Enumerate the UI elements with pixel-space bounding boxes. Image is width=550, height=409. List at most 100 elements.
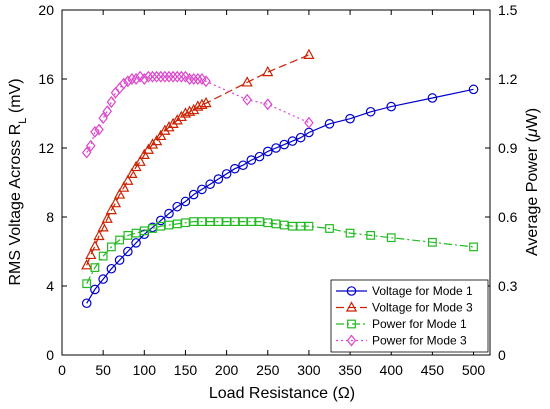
series-point bbox=[156, 70, 166, 83]
series-point bbox=[159, 124, 171, 135]
right-y-axis-title-base: Average Power ( bbox=[524, 136, 541, 256]
series-point bbox=[123, 231, 133, 240]
legend-entry: Power for Mode 3 bbox=[336, 334, 467, 348]
series-point bbox=[262, 146, 273, 157]
series-2 bbox=[81, 48, 315, 270]
series-point bbox=[427, 93, 438, 103]
series-point bbox=[156, 221, 166, 231]
series-point bbox=[238, 217, 248, 227]
series-point bbox=[90, 125, 100, 138]
series-point bbox=[189, 217, 199, 227]
right-y-axis-title-unit: W) bbox=[524, 108, 541, 128]
axis-labels: Load Resistance (Ω) RMS Voltage Across R… bbox=[7, 78, 541, 402]
series-point bbox=[201, 75, 211, 88]
series-point bbox=[131, 238, 141, 248]
x-tick-label: 250 bbox=[256, 362, 280, 378]
series-point bbox=[81, 259, 93, 270]
series-line bbox=[86, 221, 474, 284]
series-point bbox=[179, 107, 192, 118]
series-point bbox=[188, 189, 199, 200]
x-tick-label: 150 bbox=[174, 362, 198, 378]
series-point bbox=[90, 284, 100, 295]
series-point bbox=[271, 219, 281, 229]
x-tick-label: 300 bbox=[297, 362, 321, 378]
series-point bbox=[246, 155, 257, 165]
series-point bbox=[175, 110, 187, 122]
series-point bbox=[86, 139, 96, 152]
right-y-tick-label: 0 bbox=[498, 347, 506, 363]
series-point bbox=[115, 235, 125, 245]
series-point bbox=[114, 255, 125, 265]
series-point bbox=[345, 228, 355, 238]
series-point bbox=[221, 169, 232, 179]
series-point bbox=[135, 70, 145, 83]
series-point bbox=[468, 84, 479, 95]
series-point bbox=[255, 217, 264, 227]
series-point bbox=[271, 143, 281, 153]
series-point bbox=[147, 70, 158, 83]
x-tick-label: 0 bbox=[58, 362, 66, 378]
legend-label: Voltage for Mode 3 bbox=[372, 301, 473, 315]
series-point bbox=[138, 148, 150, 159]
series-point bbox=[143, 70, 154, 83]
right-y-tick-label: 1.5 bbox=[498, 2, 518, 18]
legend-marker bbox=[345, 301, 358, 312]
series-point bbox=[262, 65, 274, 77]
legend-marker bbox=[347, 319, 356, 329]
series-line bbox=[86, 88, 474, 304]
legend-entry: Voltage for Mode 3 bbox=[336, 301, 473, 315]
series-point bbox=[81, 298, 92, 309]
series-point bbox=[151, 134, 163, 146]
series-point bbox=[184, 73, 195, 85]
series-point bbox=[142, 143, 155, 154]
series-point bbox=[295, 132, 306, 143]
right-y-tick-label: 0.3 bbox=[498, 278, 518, 294]
left-y-tick-label: 0 bbox=[46, 347, 54, 363]
series-point bbox=[386, 101, 397, 112]
series-point bbox=[139, 73, 150, 85]
series-point bbox=[118, 181, 130, 192]
x-tick-label: 50 bbox=[95, 362, 111, 378]
series-point bbox=[93, 229, 105, 241]
series-point bbox=[155, 129, 167, 141]
axes: 0 50 100 150 200 250 300 350 400 450 5000481216200… bbox=[38, 2, 517, 378]
series-point bbox=[200, 96, 212, 108]
series-point bbox=[130, 160, 142, 172]
series-point bbox=[127, 73, 137, 85]
plot-area bbox=[81, 48, 479, 309]
series-point bbox=[114, 82, 125, 95]
legend: Voltage for Mode 1 Voltage for Mode 3 Powe… bbox=[330, 279, 489, 353]
series-point bbox=[131, 228, 141, 238]
series-point bbox=[213, 174, 224, 184]
x-tick-label: 100 bbox=[133, 362, 157, 378]
x-tick-label: 500 bbox=[462, 362, 486, 378]
left-y-tick-label: 12 bbox=[38, 140, 54, 156]
series-point bbox=[146, 138, 159, 149]
series-point bbox=[193, 73, 203, 85]
series-3 bbox=[82, 217, 478, 289]
series-point bbox=[242, 93, 252, 106]
series-point bbox=[97, 221, 109, 232]
plot-frame bbox=[61, 9, 491, 356]
series-point bbox=[109, 196, 122, 208]
series-point bbox=[172, 201, 183, 212]
x-tick-label: 450 bbox=[421, 362, 445, 378]
series-point bbox=[151, 70, 162, 83]
series-4 bbox=[81, 70, 314, 159]
series-point bbox=[181, 218, 190, 228]
right-y-tick-label: 0.6 bbox=[498, 209, 518, 225]
series-point bbox=[296, 221, 306, 231]
left-y-tick-label: 16 bbox=[38, 71, 54, 87]
series-point bbox=[172, 70, 182, 83]
series-point bbox=[188, 103, 200, 115]
series-line bbox=[86, 76, 310, 153]
series-point bbox=[279, 220, 289, 230]
series-point bbox=[126, 167, 138, 178]
legend-label: Voltage for Mode 1 bbox=[372, 284, 473, 298]
series-point bbox=[263, 98, 273, 111]
series-point bbox=[118, 77, 129, 90]
left-y-tick-label: 4 bbox=[46, 278, 54, 294]
left-y-tick-label: 8 bbox=[46, 209, 54, 225]
series-point bbox=[205, 179, 215, 190]
